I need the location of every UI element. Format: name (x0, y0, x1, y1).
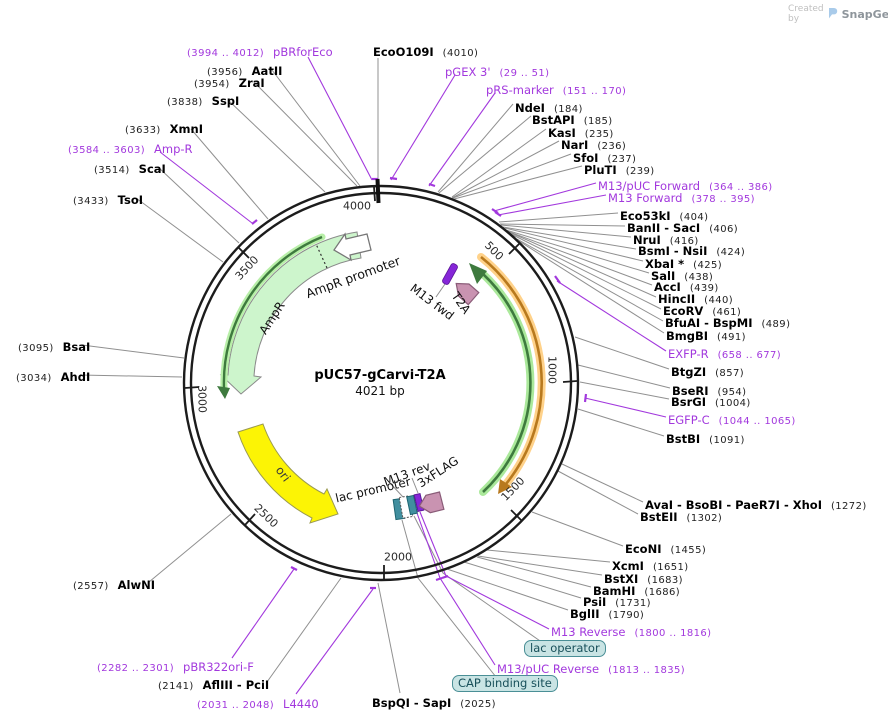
enzyme-label-bglii: BglII (1790) (570, 607, 645, 622)
enzyme-label-ecoo109i: EcoO109I (4010) (373, 45, 479, 60)
tick-3000: 3000 (195, 384, 209, 414)
callout-lines (79, 58, 671, 694)
enzyme-label-bspqi-sapi: BspQI - SapI (2025) (372, 696, 496, 711)
scale-ticks (184, 186, 578, 579)
enzyme-label-ndei: NdeI (184) (515, 101, 583, 116)
enzyme-label-kasi: KasI (235) (548, 126, 614, 141)
watermark: Created by SnapGene (788, 4, 888, 24)
ampr-thin-arc (217, 233, 326, 399)
enzyme-label-ahdi: (3034) AhdI (16, 370, 91, 385)
enzyme-label-xbai: XbaI * (425) (645, 257, 723, 272)
enzyme-label-xcmi: XcmI (1651) (612, 559, 689, 574)
enzyme-label-btgzi: BtgZI (857) (671, 365, 745, 380)
enzyme-label-sspi: (3838) SspI (167, 94, 240, 109)
watermark-brand: SnapGene (841, 7, 888, 21)
primer-label-l4440: (2031 .. 2048) L4440 (197, 697, 319, 712)
enzyme-label-bsteii: BstEII (1302) (640, 510, 723, 525)
primer-label-pbrforeco: (3994 .. 4012) pBRforEco (187, 45, 333, 60)
flag3x-arrow (418, 491, 445, 514)
ampr-promoter-arrow (333, 232, 372, 262)
cap-binding-site-label: CAP binding site (452, 675, 558, 692)
tick-4000: 4000 (343, 199, 371, 213)
enzyme-label-bamhi: BamHI (1686) (593, 584, 681, 599)
primer-label-m13-puc-forward: M13/pUC Forward (364 .. 386) (598, 179, 773, 194)
plasmid-title-block: pUC57-gCarvi-T2A 4021 bp (302, 368, 458, 398)
primer-label-exfp-r: EXFP-R (658 .. 677) (668, 347, 782, 362)
enzyme-label-pluti: PluTI (239) (584, 163, 655, 178)
enzyme-label-bsrgi: BsrGI (1004) (671, 395, 751, 410)
enzyme-label-bsai: (3095) BsaI (18, 340, 91, 355)
insert-arc-green (469, 263, 535, 496)
ori-arrow (237, 423, 339, 524)
enzyme-label-hincii: HincII (440) (658, 292, 734, 307)
enzyme-label-scai: (3514) ScaI (94, 162, 166, 177)
enzyme-label-nrui: NruI (416) (633, 233, 699, 248)
primer-label-egfp-c: EGFP-C (1044 .. 1065) (668, 413, 796, 428)
primer-label-pbr322ori-f: (2282 .. 2301) pBR322ori-F (97, 660, 254, 675)
enzyme-label-aatii: (3956) AatII (207, 64, 283, 79)
enzyme-label-afliii-pcii: (2141) AflIII - PciI (158, 678, 270, 693)
enzyme-label-ecorv: EcoRV (461) (663, 304, 742, 319)
enzyme-label-acci: AccI (439) (654, 280, 719, 295)
enzyme-label-bseri: BseRI (954) (672, 384, 747, 399)
tick-1000: 1000 (545, 356, 559, 384)
ecoo109i-site-mark (375, 178, 381, 204)
enzyme-label-tsoi: (3433) TsoI (73, 193, 143, 208)
enzyme-label-bsmi-nsii: BsmI - NsiI (424) (638, 244, 746, 259)
enzyme-label-banii-saci: BanII - SacI (406) (627, 221, 739, 236)
primer-label-prs-marker: pRS-marker (151 .. 170) (486, 83, 627, 98)
primer-site-brackets (251, 176, 588, 590)
watermark-created-by: Created by (788, 4, 824, 24)
enzyme-label-sali: SalI (438) (651, 269, 714, 284)
enzyme-label-nari: NarI (236) (561, 138, 627, 153)
primer-label-amp-r: (3584 .. 3603) Amp-R (68, 142, 193, 157)
enzyme-label-zrai: (3954) ZraI (194, 76, 265, 91)
t2a-arrow (455, 282, 480, 306)
enzyme-label-sfoi: SfoI (237) (573, 151, 637, 166)
primer-label-m13-puc-reverse: M13/pUC Reverse (1813 .. 1835) (497, 662, 686, 677)
enzyme-label-psii: PsiI (1731) (583, 595, 651, 610)
enzyme-label-xmni: (3633) XmnI (125, 122, 203, 137)
lac-operator-box (406, 494, 418, 516)
plasmid-backbone-rings (182, 184, 580, 582)
tick-2000: 2000 (384, 550, 412, 564)
primer-label-m13-reverse: M13 Reverse (1800 .. 1816) (551, 625, 712, 640)
insert-arc-orange (477, 253, 546, 494)
enzyme-label-econi: EcoNI (1455) (625, 542, 707, 557)
lac-operator-label: lac operator (524, 640, 606, 657)
ampr-arrow (219, 231, 362, 395)
enzyme-label-eco53ki: Eco53kI (404) (620, 209, 709, 224)
enzyme-label-alwni: (2557) AlwNI (73, 578, 156, 593)
enzyme-label-bstbi: BstBI (1091) (666, 432, 745, 447)
enzyme-label-bfuai-bspmi: BfuAI - BspMI (489) (665, 316, 791, 331)
enzyme-label-avai-group: AvaI - BsoBI - PaeR7I - XhoI (1272) (645, 498, 867, 513)
snapgene-logo-icon (828, 5, 838, 24)
plasmid-size: 4021 bp (355, 384, 405, 398)
enzyme-label-bstapi: BstAPI (185) (532, 113, 613, 128)
m13-fwd-site-glyph (442, 263, 458, 285)
enzyme-label-bmgbi: BmgBI (491) (666, 329, 746, 344)
enzyme-label-bstxi: BstXI (1683) (604, 572, 683, 587)
primer-label-m13-forward: M13 Forward (378 .. 395) (608, 191, 755, 206)
primer-label-pgex3: pGEX 3' (29 .. 51) (445, 65, 550, 80)
plasmid-title: pUC57-gCarvi-T2A (314, 368, 446, 383)
